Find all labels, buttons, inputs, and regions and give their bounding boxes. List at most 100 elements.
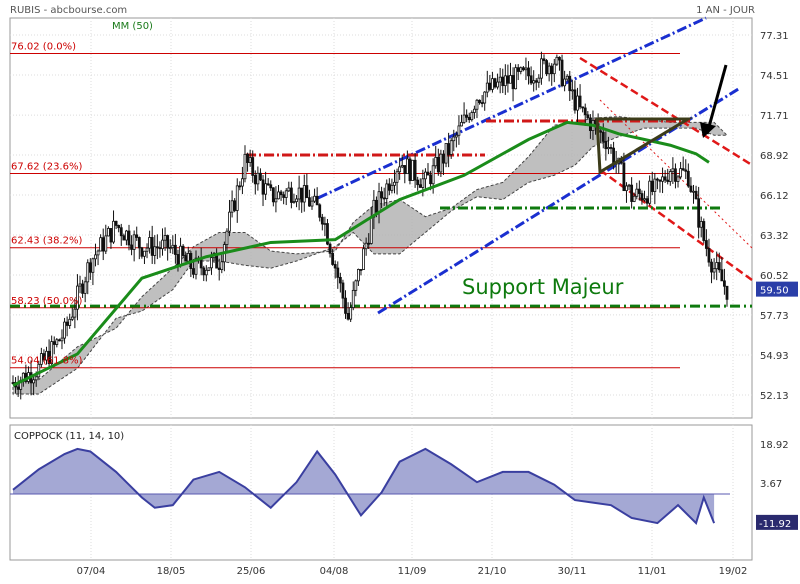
candle-body (465, 114, 469, 118)
x-tick-label: 18/05 (157, 566, 186, 577)
moving-average-line (12, 120, 710, 387)
candle-body (470, 112, 474, 121)
candle-body (153, 246, 157, 256)
candle-body (457, 125, 461, 136)
candle-body (666, 179, 670, 182)
candle-body (656, 178, 659, 181)
candle-body (676, 176, 680, 182)
candle-body (16, 386, 20, 390)
candle-body (725, 285, 729, 300)
candle-body (192, 268, 195, 275)
candle-body (168, 247, 172, 250)
candle-body (509, 75, 512, 84)
candle-body (122, 235, 126, 241)
candle-body (540, 58, 543, 79)
candle-body (563, 78, 567, 87)
y-tick-label: 68.92 (760, 151, 789, 162)
candle-body (266, 183, 270, 186)
candle-body (318, 204, 322, 218)
candle-body (364, 242, 368, 250)
candle-body (284, 190, 288, 198)
candle-body (395, 171, 399, 183)
candle-body (393, 181, 396, 186)
candle-body (570, 89, 574, 92)
candle-body (692, 190, 695, 193)
candle-body (694, 190, 698, 200)
candle-body (297, 187, 301, 200)
candle-body (181, 245, 185, 256)
coppock-last-badge (756, 514, 798, 530)
candle-body (204, 269, 208, 276)
candle-body (176, 254, 180, 266)
candle-body (68, 318, 72, 326)
candle-body (527, 67, 530, 77)
y-tick-label: 71.71 (760, 111, 789, 122)
candle-body (635, 188, 639, 197)
candle-body (576, 95, 579, 111)
x-tick-label: 11/09 (398, 566, 427, 577)
downtrend-channel-top (579, 56, 753, 167)
candle-body (645, 198, 649, 204)
candle-body (568, 75, 572, 92)
candle-body (702, 221, 706, 241)
candle-body (717, 262, 721, 271)
coppock-last-text: -11.92 (759, 519, 791, 530)
candle-body (241, 178, 244, 187)
candle-body (148, 237, 152, 249)
candle-body (545, 60, 548, 75)
candle-body (271, 187, 275, 203)
candle-body (135, 234, 139, 238)
candle-body (560, 59, 564, 87)
candle-body (493, 78, 497, 88)
arrow-head (700, 122, 716, 138)
candle-body (462, 114, 466, 123)
candle-body (521, 67, 525, 71)
candle-body (243, 153, 247, 180)
candle-body (648, 180, 652, 204)
candle-body (485, 82, 489, 93)
candle-body (83, 281, 87, 294)
candle-body (403, 165, 407, 175)
candle-body (668, 171, 672, 182)
candle-body (578, 95, 582, 108)
y-tick-label: 52.13 (760, 391, 789, 402)
candle-body (699, 221, 703, 228)
candle-body (496, 81, 499, 88)
candle-body (259, 172, 262, 181)
candle-body (109, 228, 113, 243)
y-tick-label: 54.93 (760, 351, 789, 362)
candle-body (101, 237, 105, 252)
candle-body (720, 269, 724, 282)
candle-body (344, 297, 347, 314)
candle-body (104, 235, 108, 252)
candle-body (586, 114, 590, 119)
candle-body (91, 258, 95, 273)
candle-body (472, 108, 476, 113)
candle-body (140, 247, 144, 257)
candle-body (583, 107, 587, 116)
candle-body (421, 178, 425, 188)
candle-body (411, 159, 414, 181)
candle-body (452, 136, 456, 142)
candle-body (207, 267, 211, 271)
candle-body (341, 282, 345, 299)
candle-body (426, 171, 430, 176)
candle-body (34, 376, 38, 381)
support-annotation: Support Majeur (462, 275, 624, 299)
x-tick-label: 11/01 (638, 566, 667, 577)
candle-body (37, 363, 41, 378)
candle-body (55, 339, 59, 345)
candle-body (550, 65, 554, 75)
candle-body (253, 175, 257, 185)
candle-body (125, 230, 128, 241)
candle-body (359, 269, 363, 271)
fibonacci-level-label: 67.62 (23.6%) (11, 162, 82, 173)
candle-body (163, 235, 167, 241)
candle-body (710, 261, 713, 273)
arrow-shaft (705, 64, 728, 135)
candle-body (674, 168, 677, 182)
candle-body (663, 176, 667, 181)
candle-body (558, 56, 561, 61)
